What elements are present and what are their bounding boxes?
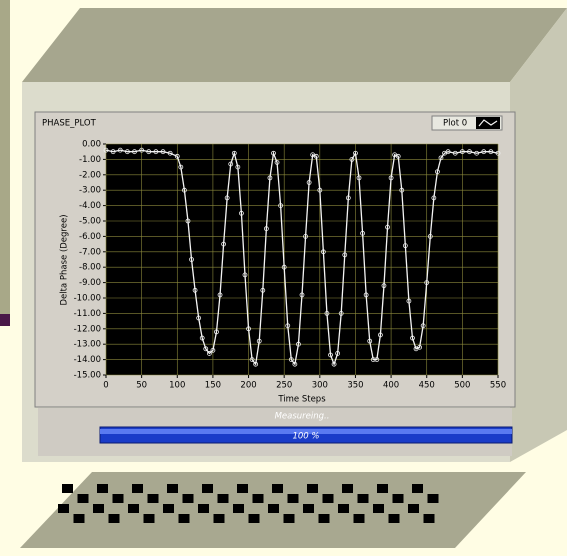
key xyxy=(393,494,404,503)
y-tick-label: 0.00 xyxy=(82,140,101,150)
y-tick-label: -10.00 xyxy=(74,294,101,304)
y-tick-label: -2.00 xyxy=(79,170,101,180)
y-tick-label: -5.00 xyxy=(79,217,101,227)
key xyxy=(62,484,73,493)
y-tick-label: -13.00 xyxy=(74,340,101,350)
y-tick-label: -1.00 xyxy=(79,155,101,165)
key xyxy=(148,494,159,503)
x-tick-label: 100 xyxy=(169,381,185,391)
key xyxy=(412,484,423,493)
key xyxy=(198,504,209,513)
y-tick-label: -8.00 xyxy=(79,263,101,273)
key xyxy=(233,504,244,513)
key xyxy=(113,494,124,503)
key xyxy=(408,504,419,513)
key xyxy=(319,514,330,523)
y-tick-label: -4.00 xyxy=(79,201,101,211)
y-tick-label: -12.00 xyxy=(74,324,101,334)
y-tick-label: -14.00 xyxy=(74,355,101,365)
y-tick-label: -15.00 xyxy=(74,371,101,381)
key xyxy=(58,504,69,513)
key xyxy=(202,484,213,493)
key xyxy=(128,504,139,513)
key xyxy=(218,494,229,503)
key xyxy=(424,514,435,523)
x-tick-label: 0 xyxy=(103,381,108,391)
status-text: Measureing.. xyxy=(275,412,330,422)
key xyxy=(307,484,318,493)
progress-text: 100 % xyxy=(292,432,319,442)
key xyxy=(338,504,349,513)
key xyxy=(167,484,178,493)
key xyxy=(323,494,334,503)
key xyxy=(183,494,194,503)
y-tick-label: -7.00 xyxy=(79,247,101,257)
key xyxy=(428,494,439,503)
y-axis-label: Delta Phase (Degree) xyxy=(60,214,70,305)
key xyxy=(237,484,248,493)
x-tick-label: 500 xyxy=(454,381,470,391)
key xyxy=(268,504,279,513)
x-tick-label: 300 xyxy=(312,381,328,391)
key xyxy=(214,514,225,523)
key xyxy=(303,504,314,513)
y-tick-label: -6.00 xyxy=(79,232,101,242)
x-tick-label: 50 xyxy=(136,381,147,391)
key xyxy=(132,484,143,493)
key xyxy=(179,514,190,523)
key xyxy=(78,494,89,503)
screen: PHASE_PLOT Plot 0 Delta Phase (Degree) T… xyxy=(0,0,567,556)
key xyxy=(253,494,264,503)
key xyxy=(93,504,104,513)
plot-area xyxy=(106,144,498,375)
x-tick-label: 400 xyxy=(383,381,399,391)
side-strip xyxy=(0,0,10,318)
key xyxy=(144,514,155,523)
x-tick-label: 550 xyxy=(490,381,506,391)
key xyxy=(74,514,85,523)
key xyxy=(377,484,388,493)
key xyxy=(272,484,283,493)
y-tick-label: -11.00 xyxy=(74,309,101,319)
side-marker xyxy=(0,314,10,326)
key xyxy=(288,494,299,503)
key xyxy=(97,484,108,493)
key xyxy=(249,514,260,523)
x-tick-label: 200 xyxy=(240,381,256,391)
key xyxy=(354,514,365,523)
chart-title: PHASE_PLOT xyxy=(42,119,97,129)
y-tick-label: -9.00 xyxy=(79,278,101,288)
x-tick-label: 250 xyxy=(276,381,292,391)
key xyxy=(373,504,384,513)
legend-label: Plot 0 xyxy=(443,119,467,129)
x-axis-label: Time Steps xyxy=(277,395,326,405)
monitor-top xyxy=(22,8,567,82)
key xyxy=(284,514,295,523)
key xyxy=(389,514,400,523)
monitor-side xyxy=(510,8,567,462)
key xyxy=(358,494,369,503)
x-tick-label: 350 xyxy=(347,381,363,391)
key xyxy=(109,514,120,523)
x-tick-label: 150 xyxy=(205,381,221,391)
key xyxy=(163,504,174,513)
y-tick-label: -3.00 xyxy=(79,186,101,196)
key xyxy=(342,484,353,493)
x-tick-label: 450 xyxy=(419,381,435,391)
